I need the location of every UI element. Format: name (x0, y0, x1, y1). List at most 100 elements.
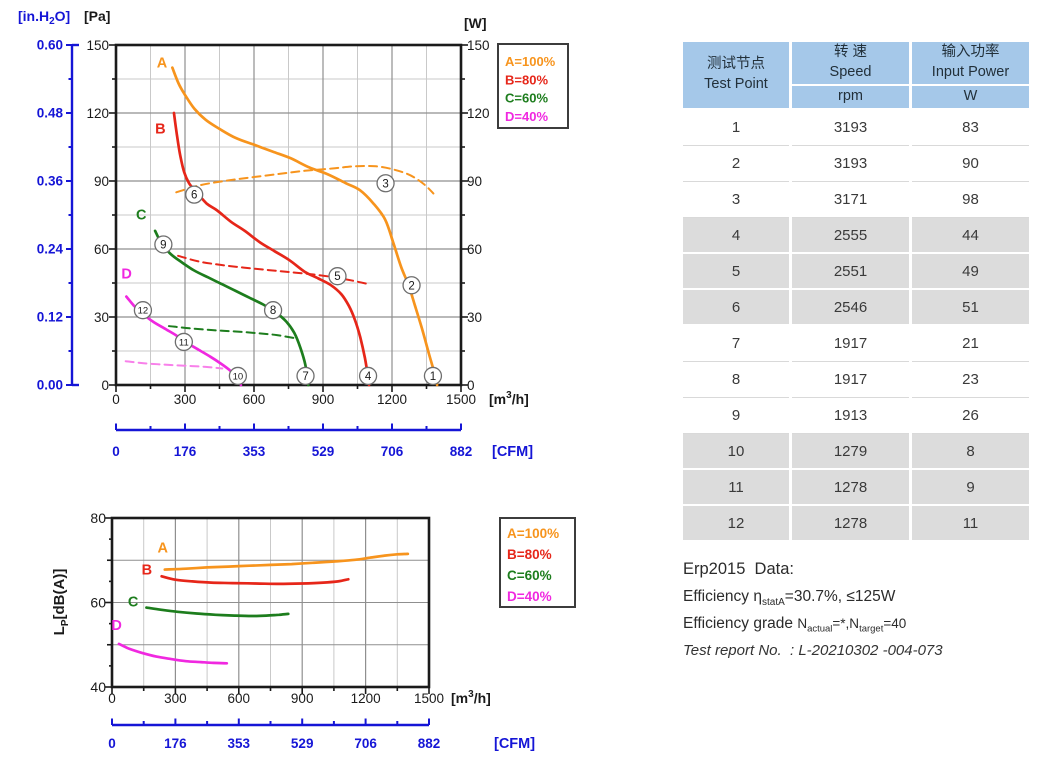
test-point-number: 9 (160, 239, 166, 251)
table-cell-power-row12: 11 (912, 506, 1029, 542)
legend-item-A: A=100% (505, 54, 556, 69)
x-tick-label: 1200 (377, 392, 407, 407)
header-speed-en: Speed (829, 64, 872, 80)
w-tick-label: 60 (467, 242, 482, 257)
legend-item-D: D=40% (507, 589, 552, 604)
pa-tick-label: 0 (101, 378, 109, 393)
pa-tick-label: 120 (86, 106, 109, 121)
legend-item-B: B=80% (507, 547, 552, 562)
inh2o-unit-label: [in.H2O] (18, 8, 70, 27)
test-point-circle (296, 366, 315, 386)
cfm-tick-label: 706 (354, 736, 377, 751)
table-cell-point-row6: 6 (683, 290, 789, 326)
erp-data-block: Erp2015 Data: Efficiency ηstatA=30.7%, ≤… (683, 560, 1039, 659)
test-point-number: 6 (191, 190, 197, 202)
table-cell-power-row1: 83 (912, 110, 1029, 146)
curve-label-C: C (136, 208, 147, 224)
header-power-cn: 输入功率 (941, 44, 1000, 61)
table-cell-speed-row10: 1279 (792, 434, 909, 470)
table-cell-speed-row12: 1278 (792, 506, 909, 542)
inh2o-tick-label: 0.48 (37, 106, 64, 121)
legend-box (497, 43, 569, 129)
table-cell-point-row7: 7 (683, 326, 789, 362)
table-cell-point-row11: 11 (683, 470, 789, 506)
table-cell-power-row5: 49 (912, 254, 1029, 290)
m3h-unit-label: [m3/h] (451, 689, 491, 706)
test-point-number: 1 (430, 371, 436, 383)
table-cell-speed-row9: 1913 (792, 398, 909, 434)
curve-B (160, 574, 350, 586)
x-tick-label: 600 (243, 392, 266, 407)
table-cell-point-row9: 9 (683, 398, 789, 434)
x-tick-label: 0 (112, 392, 120, 407)
table-cell-speed-row6: 2546 (792, 290, 909, 326)
curve-label-B: B (142, 563, 152, 579)
db-tick-label: 60 (90, 595, 106, 611)
legend-item-C: C=60% (505, 91, 548, 106)
w-tick-label: 0 (467, 378, 475, 393)
test-point-circle (402, 276, 421, 295)
table-cell-point-row5: 5 (683, 254, 789, 290)
inh2o-tick-label: 0.12 (37, 310, 63, 325)
table-header-w-unit: W (912, 86, 1029, 110)
test-point-circle (423, 366, 443, 386)
cfm-tick-label: 882 (418, 736, 441, 751)
test-point-circle (185, 185, 204, 204)
table-cell-power-row7: 21 (912, 326, 1029, 362)
table-cell-power-row2: 90 (912, 146, 1029, 182)
test-point-7: 7 (296, 366, 315, 386)
test-point-number: 5 (334, 271, 340, 283)
curve-label-A: A (157, 541, 168, 557)
test-point-circle (376, 174, 395, 193)
table-cell-point-row10: 10 (683, 434, 789, 470)
curve-B-power (177, 254, 370, 286)
table-header-test-point: 测试节点 Test Point (683, 42, 789, 110)
legend-item-D: D=40% (505, 109, 548, 124)
cfm-tick-label: 529 (312, 444, 335, 459)
test-point-9: 9 (154, 235, 173, 254)
test-point-number: 10 (233, 371, 244, 382)
curve-A (163, 552, 410, 571)
cfm-tick-label: 529 (291, 736, 314, 751)
header-power-en: Input Power (931, 64, 1010, 80)
curve-C-power (167, 325, 297, 340)
curve-B (172, 111, 371, 387)
test-point-circle (263, 301, 283, 320)
pa-unit-label: [Pa] (84, 8, 110, 24)
cfm-tick-label: 176 (174, 444, 197, 459)
db-tick-label: 40 (90, 679, 106, 695)
rpm-unit-label: rpm (838, 88, 863, 105)
cfm-tick-label: 353 (243, 444, 266, 459)
table-cell-point-row3: 3 (683, 182, 789, 218)
x-tick-label: 900 (291, 691, 314, 706)
test-point-circle (228, 366, 248, 386)
test-point-4: 4 (358, 366, 378, 386)
curve-label-A: A (157, 56, 168, 72)
test-point-number: 3 (382, 178, 388, 190)
erp-grade-line: Efficiency grade Nactual=*,Ntarget=40 (683, 615, 907, 635)
curve-A (171, 66, 439, 387)
db-tick-label: 80 (90, 510, 106, 526)
inh2o-tick-label: 0.60 (37, 38, 63, 53)
header-test-point-cn: 测试节点 (707, 56, 765, 73)
table-cell-point-row4: 4 (683, 218, 789, 254)
table-cell-point-row8: 8 (683, 362, 789, 398)
test-point-6: 6 (185, 185, 204, 204)
pa-tick-label: 150 (86, 38, 109, 53)
cfm-tick-label: 0 (112, 444, 120, 459)
test-point-12: 12 (133, 301, 153, 320)
table-header-rpm-unit: rpm (792, 86, 909, 110)
erp-title: Erp2015 Data: (683, 560, 794, 578)
test-point-11: 11 (174, 332, 194, 352)
table-cell-speed-row7: 1917 (792, 326, 909, 362)
cfm-unit-label: [CFM] (494, 736, 535, 752)
pa-tick-label: 60 (94, 242, 109, 257)
table-cell-point-row2: 2 (683, 146, 789, 182)
erp-report-line: Test report No. : L-20210302 -004-073 (683, 641, 943, 659)
test-point-1: 1 (423, 366, 443, 386)
table-cell-power-row11: 9 (912, 470, 1029, 506)
curve-label-D: D (121, 266, 131, 282)
